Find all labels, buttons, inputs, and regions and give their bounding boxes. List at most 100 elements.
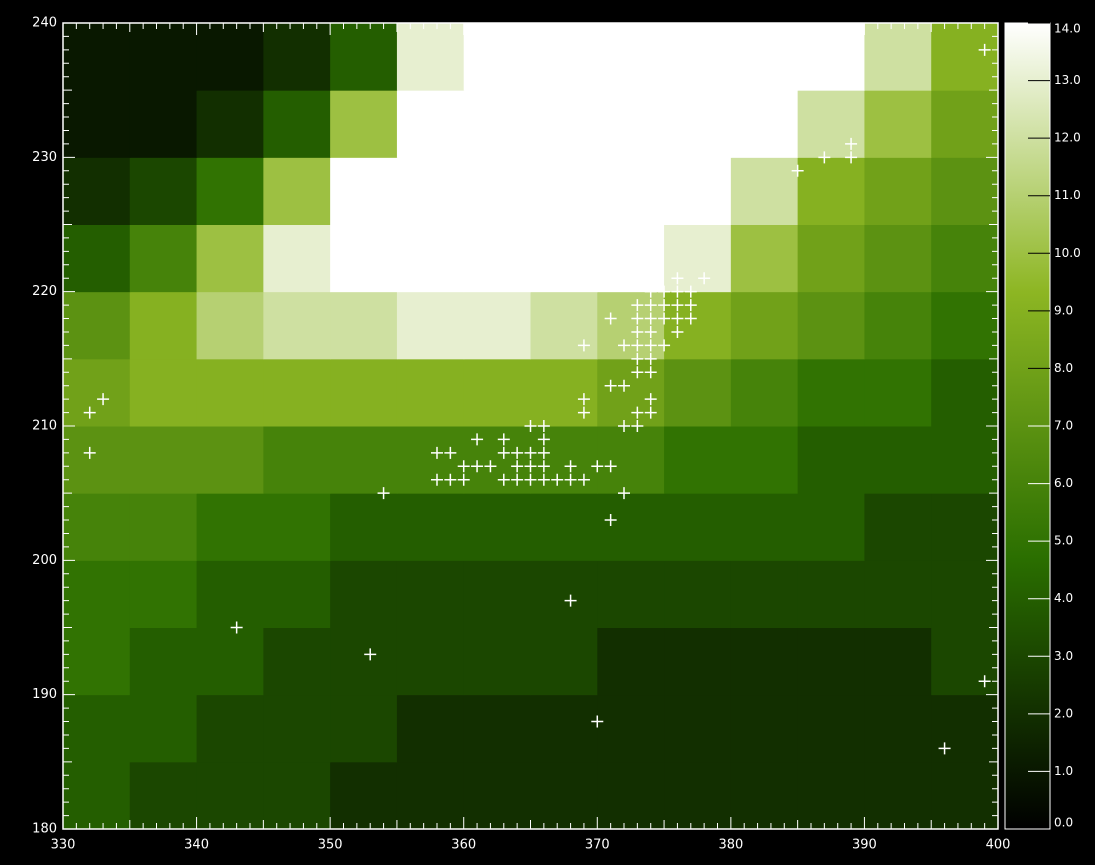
heatmap-cell	[530, 23, 598, 91]
scatter-marker	[644, 339, 657, 352]
scatter-marker	[564, 473, 577, 486]
heatmap-cell	[63, 761, 131, 830]
heatmap-cell	[664, 694, 732, 763]
heatmap-cell	[63, 224, 131, 293]
heatmap-cell	[530, 157, 598, 225]
heatmap-cell	[931, 560, 999, 628]
heatmap-cell	[330, 694, 398, 763]
heatmap-cell	[196, 761, 264, 830]
scatter-marker	[644, 285, 657, 298]
y-tick-label: 200	[32, 553, 57, 568]
scatter-marker	[230, 621, 243, 634]
heatmap-cell	[530, 694, 598, 763]
scatter-marker	[631, 420, 644, 432]
heatmap-cell	[196, 426, 264, 494]
x-tick-label: 400	[986, 838, 1011, 853]
scatter-marker	[564, 460, 577, 473]
scatter-marker	[671, 325, 684, 338]
scatter-marker	[591, 460, 604, 473]
heatmap-cell	[797, 761, 865, 830]
heatmap-cell	[730, 560, 799, 628]
scatter-marker	[618, 379, 630, 392]
y-tick-label: 210	[32, 419, 57, 434]
heatmap-cell	[864, 493, 932, 561]
scatter-marker	[537, 433, 550, 446]
heatmap-cell	[530, 291, 598, 360]
heatmap-cell	[530, 627, 598, 696]
scatter-marker	[511, 460, 524, 473]
scatter-marker	[511, 446, 524, 459]
heatmap-cell	[263, 224, 331, 293]
colorbar-tick-label: 14.0	[1054, 22, 1081, 36]
scatter-marker	[377, 487, 390, 500]
heatmap-cell	[864, 426, 932, 494]
y-tick-label: 180	[32, 822, 57, 837]
heatmap-cell	[664, 627, 732, 696]
heatmap-cell	[864, 694, 932, 763]
scatter-marker	[618, 339, 630, 352]
heatmap-cell	[463, 694, 531, 763]
scatter-marker	[97, 393, 110, 406]
colorbar-tick-label: 3.0	[1054, 649, 1073, 663]
scatter-marker	[618, 487, 630, 500]
x-tick-label: 390	[852, 838, 877, 853]
scatter-marker	[497, 473, 510, 486]
heatmap-cell	[396, 560, 465, 628]
heatmap-cell	[129, 157, 198, 225]
scatter-marker	[938, 742, 951, 755]
heatmap-cell	[463, 426, 531, 494]
scatter-marker	[497, 433, 510, 446]
heatmap-cell	[63, 694, 131, 763]
heatmap-cell	[864, 90, 932, 158]
scatter-marker	[551, 473, 564, 486]
scatter-marker	[537, 473, 550, 486]
x-tick-label: 360	[451, 838, 476, 853]
heatmap-cell	[664, 358, 732, 427]
overlay: 330 340 350 360 370 380 390 400 180 190 200 210 220 2…	[32, 16, 1081, 853]
heatmap-cell	[396, 224, 465, 293]
heatmap-cell	[263, 157, 331, 225]
heatmap-cell	[129, 291, 198, 360]
heatmap-cell	[396, 694, 465, 763]
heatmap-cell	[664, 157, 732, 225]
heatmap-cell	[931, 291, 999, 360]
heatmap-cell	[530, 761, 598, 830]
scatter-marker	[83, 406, 96, 419]
heatmap-cell	[664, 90, 732, 158]
scatter-marker	[604, 312, 617, 325]
scatter-marker	[484, 460, 497, 473]
colorbar-tick-label: 13.0	[1054, 73, 1081, 87]
scatter-marker	[684, 312, 697, 325]
heatmap-cell	[129, 493, 198, 561]
heatmap-cell	[129, 224, 198, 293]
heatmap-cell	[597, 224, 665, 293]
scatter-marker	[431, 473, 443, 486]
heatmap-cell	[196, 694, 264, 763]
heatmap-cell	[263, 493, 331, 561]
heatmap-cell	[63, 291, 131, 360]
heatmap-cell	[664, 224, 732, 293]
heatmap-cell	[797, 627, 865, 696]
heatmap-cell	[931, 23, 999, 91]
heatmap-cell	[196, 358, 264, 427]
heatmap-cell	[330, 358, 398, 427]
heatmap-cell	[396, 23, 465, 91]
heatmap-cell	[463, 90, 531, 158]
scatter-marker	[471, 433, 484, 446]
x-tick-label: 350	[318, 838, 343, 853]
scatter-marker	[444, 473, 457, 486]
heatmap-cell	[129, 358, 198, 427]
heatmap-cell	[196, 627, 264, 696]
heatmap-cell	[263, 90, 331, 158]
heatmap-cell	[463, 291, 531, 360]
scatter-marker	[978, 675, 991, 688]
heatmap-cell	[664, 493, 732, 561]
y-tick-label: 190	[32, 687, 57, 702]
y-tick-label: 220	[32, 284, 57, 299]
scatter-marker	[644, 366, 657, 379]
heatmap-cell	[263, 426, 331, 494]
heatmap-cell	[664, 291, 732, 360]
scatter-marker	[577, 393, 590, 406]
